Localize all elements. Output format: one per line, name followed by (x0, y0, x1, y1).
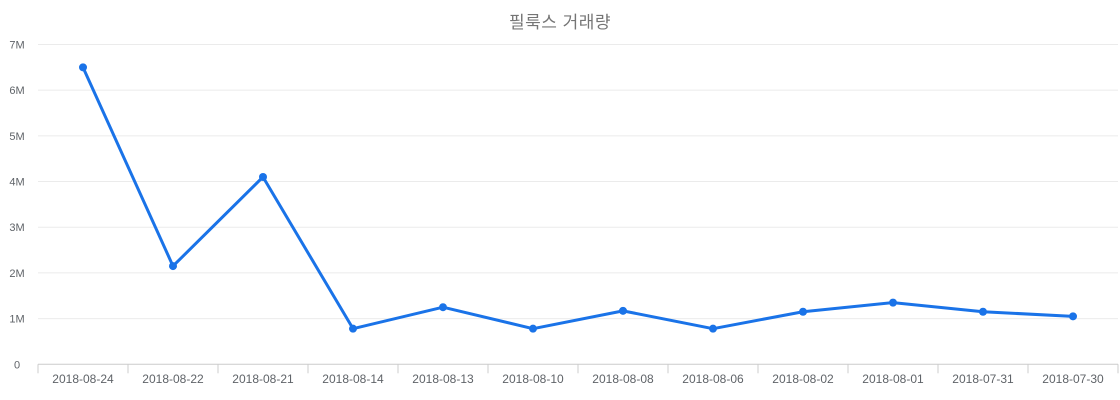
x-axis-label: 2018-08-02 (772, 372, 834, 386)
data-point[interactable] (439, 303, 447, 312)
x-axis-label: 2018-07-31 (952, 372, 1014, 386)
data-point[interactable] (529, 324, 537, 333)
y-axis-label: 2M (9, 268, 24, 280)
data-point[interactable] (799, 307, 807, 316)
data-point[interactable] (709, 324, 717, 333)
y-axis-label: 6M (9, 85, 24, 97)
x-axis-label: 2018-08-22 (142, 372, 204, 386)
x-axis-label: 2018-08-01 (862, 372, 924, 386)
x-axis-label: 2018-08-21 (232, 372, 294, 386)
x-axis-label: 2018-08-10 (502, 372, 564, 386)
y-axis-label: 4M (9, 177, 24, 189)
x-axis-label: 2018-08-14 (322, 372, 384, 386)
y-axis-label: 5M (9, 131, 24, 143)
y-axis-label: 7M (9, 40, 24, 52)
x-axis-label: 2018-08-24 (52, 372, 114, 386)
x-axis-label: 2018-07-30 (1042, 372, 1104, 386)
data-point[interactable] (889, 298, 897, 307)
data-point[interactable] (349, 324, 357, 333)
data-point[interactable] (169, 262, 177, 271)
data-point[interactable] (259, 172, 267, 181)
y-axis-label: 3M (9, 222, 24, 234)
y-axis-label: 1M (9, 314, 24, 326)
data-point[interactable] (1069, 312, 1077, 321)
data-point[interactable] (979, 307, 987, 316)
data-point[interactable] (79, 63, 87, 72)
x-axis-label: 2018-08-08 (592, 372, 654, 386)
x-axis-label: 2018-08-06 (682, 372, 744, 386)
x-axis-label: 2018-08-13 (412, 372, 474, 386)
data-point[interactable] (619, 306, 627, 315)
chart-title: 필룩스 거래량 (508, 13, 612, 32)
line-series (81, 65, 1075, 331)
y-axis-label: 0 (14, 359, 20, 371)
